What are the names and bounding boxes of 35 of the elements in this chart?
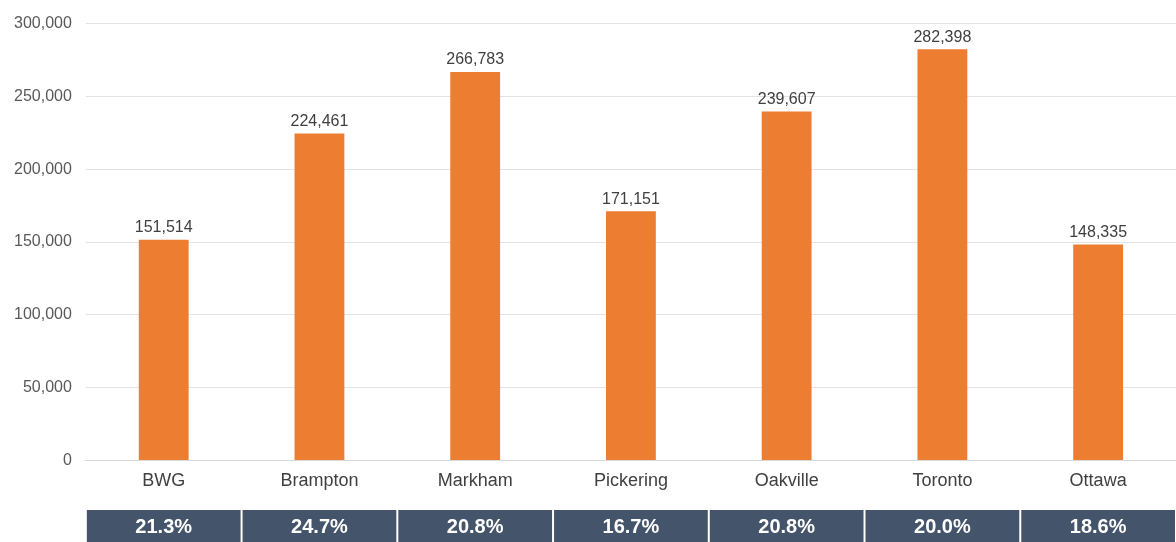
x-tick-label: Oakville — [754, 470, 819, 491]
text: 20.0% — [914, 514, 971, 537]
bar — [1073, 244, 1124, 460]
x-tick-label: BWG — [142, 470, 186, 491]
x-tick-label: Pickering — [593, 470, 668, 491]
data-label: 151,514 — [134, 218, 193, 236]
bar — [606, 211, 656, 460]
y-tick-label: 150,000 — [13, 232, 72, 250]
data-label: 266,783 — [446, 50, 505, 68]
y-tick-label: 200,000 — [13, 159, 72, 177]
text: 20.8% — [446, 514, 504, 537]
data-label: 171,151 — [602, 189, 660, 207]
bar — [294, 133, 345, 460]
x-tick-label: Ottawa — [1069, 470, 1128, 491]
data-label: 282,398 — [913, 27, 972, 45]
text: 18.6% — [1069, 514, 1127, 537]
bar — [450, 71, 501, 460]
text: 20.8% — [758, 514, 816, 537]
y-tick-label: 0 — [62, 450, 72, 468]
y-tick-label: 250,000 — [13, 86, 72, 104]
text: 24.7% — [291, 514, 349, 537]
y-tick-label: 300,000 — [13, 14, 72, 32]
x-tick-label: Markham — [437, 470, 513, 491]
y-tick-label: 100,000 — [13, 305, 72, 323]
text: 16.7% — [602, 514, 660, 537]
x-tick-label: Toronto — [912, 470, 973, 491]
data-label: 224,461 — [290, 111, 349, 129]
y-tick-label: 50,000 — [22, 378, 72, 396]
bar — [138, 239, 189, 460]
data-label: 148,335 — [1069, 222, 1128, 240]
text: 21.3% — [135, 514, 193, 537]
data-label: 239,607 — [757, 89, 816, 107]
bar — [761, 111, 812, 460]
x-tick-label: Brampton — [280, 470, 359, 491]
bar — [917, 49, 968, 460]
